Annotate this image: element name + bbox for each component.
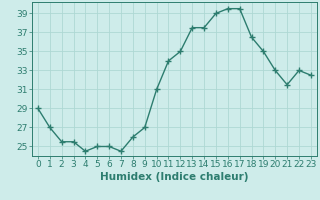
X-axis label: Humidex (Indice chaleur): Humidex (Indice chaleur) [100,172,249,182]
